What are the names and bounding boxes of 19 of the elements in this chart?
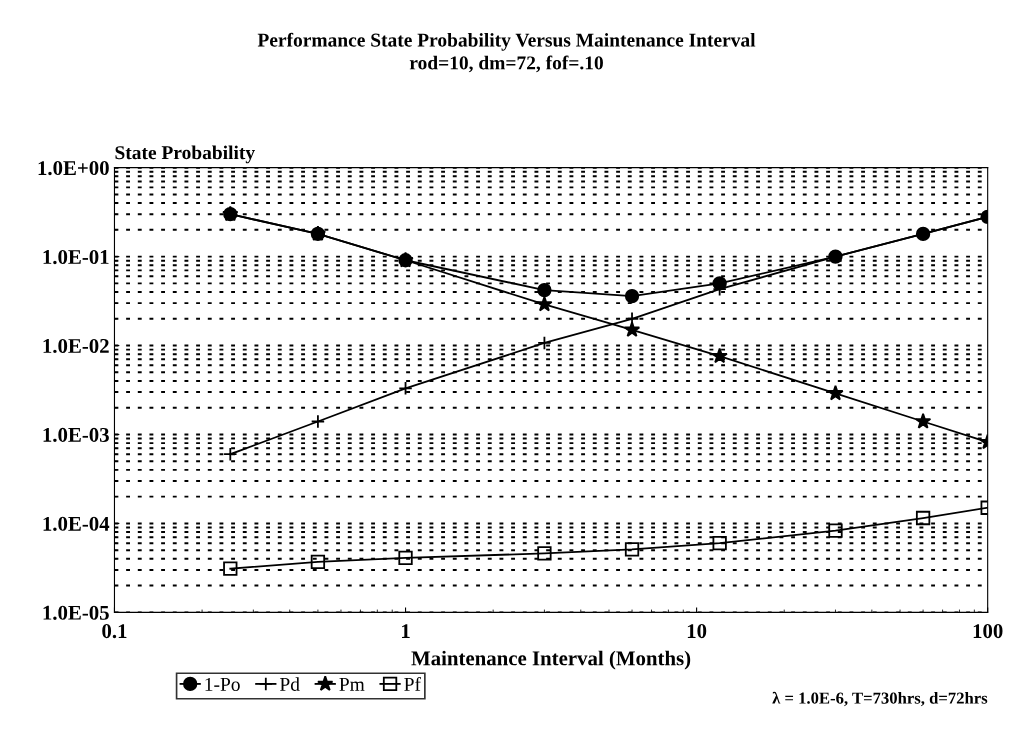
text: λ = 1.0E-6, T=730hrs, d=72hrs [772, 691, 988, 707]
x-tick-label: 100 [973, 624, 1003, 639]
y-axis-title: State Probability [115, 145, 255, 164]
legend-label: Pf [404, 677, 421, 691]
legend-label: 1-Po [205, 677, 240, 691]
y-tick-label: 1.0E-05 [43, 605, 109, 620]
y-tick-label: 1.0E-02 [43, 338, 109, 354]
y-tick-label: 1.0E-01 [43, 249, 109, 265]
x-tick-label: 0.1 [102, 624, 127, 639]
x-axis-title: Maintenance Interval (Months) [411, 650, 691, 670]
y-tick-label: 1.0E-04 [43, 516, 110, 531]
legend-label: Pd [279, 677, 300, 691]
y-tick-label: 1.0E+00 [38, 161, 109, 176]
legend-label: Pm [339, 677, 365, 691]
y-tick-label: 1.0E-03 [43, 427, 109, 443]
x-tick-label: 10 [687, 624, 707, 639]
chart-title: Performance State Probability Versus Maintenance Interval [257, 32, 756, 51]
chart-subtitle: rod=10, dm=72, fof=.10 [409, 55, 603, 73]
x-tick-label: 1 [402, 624, 410, 638]
